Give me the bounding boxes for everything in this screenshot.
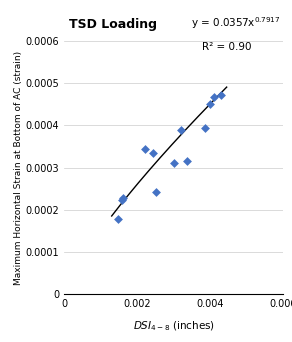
Point [179, 127, 183, 132]
Point [171, 160, 176, 165]
Text: TSD Loading: TSD Loading [69, 18, 157, 31]
Point [208, 102, 213, 107]
Point [211, 94, 216, 100]
Point [202, 125, 207, 130]
Point [154, 189, 159, 195]
Text: y = 0.0357x$^{0.7917}$: y = 0.0357x$^{0.7917}$ [191, 15, 281, 31]
Y-axis label: Maximum Horizontal Strain at Bottom of AC (strain): Maximum Horizontal Strain at Bottom of A… [14, 51, 23, 285]
Text: $\mathit{DSI}_{4-8}$ (inches): $\mathit{DSI}_{4-8}$ (inches) [133, 319, 215, 333]
Point [142, 146, 147, 152]
Point [219, 92, 224, 98]
Point [184, 159, 189, 164]
Text: R² = 0.90: R² = 0.90 [202, 42, 252, 52]
Point [120, 198, 124, 203]
Point [116, 216, 121, 222]
Point [150, 150, 155, 156]
Point [121, 195, 126, 201]
